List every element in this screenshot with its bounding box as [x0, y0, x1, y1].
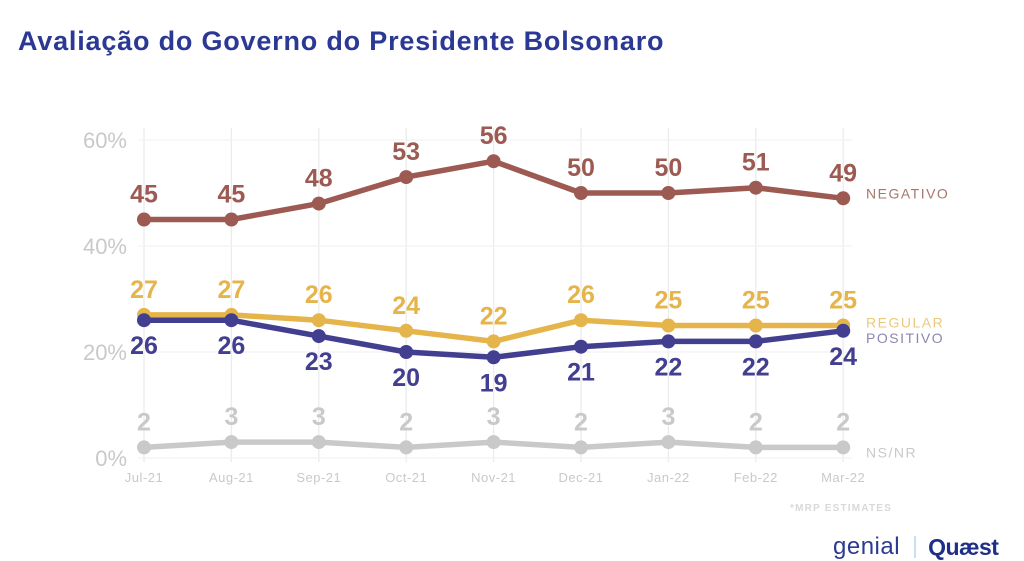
value-label-negativo: 45 — [130, 181, 158, 209]
y-axis-tick-label: 40% — [83, 234, 127, 259]
value-label-regular: 26 — [567, 281, 595, 309]
value-label-ns-nr: 3 — [312, 403, 326, 431]
value-label-positivo: 26 — [130, 332, 158, 360]
quaest-logo: Quæst — [928, 534, 999, 560]
y-axis-tick-label: 0% — [95, 446, 127, 471]
data-point-regular — [311, 313, 326, 328]
value-label-regular: 27 — [130, 276, 158, 304]
x-axis-tick-label: Sep-21 — [296, 470, 341, 485]
data-point-positivo — [486, 350, 501, 365]
x-axis-tick-label: Aug-21 — [209, 470, 254, 485]
series-label-negativo: NEGATIVO — [866, 185, 949, 201]
x-axis-tick-label: Dec-21 — [559, 470, 604, 485]
value-label-positivo: 19 — [480, 369, 508, 397]
data-point-regular — [574, 313, 588, 328]
value-label-ns-nr: 3 — [224, 403, 238, 431]
value-label-positivo: 21 — [567, 359, 595, 387]
value-label-ns-nr: 3 — [487, 403, 501, 431]
value-label-ns-nr: 2 — [399, 408, 413, 436]
data-point-positivo — [748, 334, 763, 349]
data-point-regular — [748, 318, 763, 333]
data-point-ns-nr — [748, 440, 763, 455]
data-point-ns-nr — [224, 435, 239, 450]
data-point-regular — [661, 318, 676, 333]
data-point-regular — [399, 323, 414, 338]
value-label-negativo: 45 — [217, 181, 245, 209]
value-label-positivo: 26 — [217, 332, 245, 360]
value-label-negativo: 48 — [305, 165, 333, 193]
page-title: Avaliação do Governo do Presidente Bolso… — [18, 26, 665, 56]
x-axis-tick-label: Oct-21 — [385, 470, 427, 485]
value-label-regular: 25 — [829, 287, 857, 315]
data-point-ns-nr — [137, 440, 151, 455]
value-label-negativo: 53 — [392, 138, 420, 166]
data-point-negativo — [836, 191, 851, 206]
data-point-positivo — [224, 313, 239, 328]
value-label-positivo: 20 — [392, 364, 420, 392]
value-label-regular: 26 — [305, 281, 333, 309]
data-point-negativo — [486, 154, 501, 169]
value-label-positivo: 22 — [654, 353, 682, 381]
data-point-positivo — [836, 323, 851, 338]
data-point-ns-nr — [661, 435, 676, 450]
x-axis-tick-label: Jan-22 — [647, 470, 690, 485]
genial-logo: genial — [833, 533, 901, 560]
data-point-ns-nr — [574, 440, 588, 455]
value-label-negativo: 50 — [654, 154, 682, 182]
series-label-regular: REGULAR — [866, 315, 944, 331]
series-label-positivo: POSITIVO — [866, 330, 944, 346]
value-label-negativo: 56 — [480, 122, 508, 150]
data-point-negativo — [574, 186, 588, 200]
value-label-positivo: 23 — [305, 348, 333, 376]
x-axis-tick-label: Nov-21 — [471, 470, 516, 485]
data-point-ns-nr — [399, 440, 414, 455]
value-label-ns-nr: 2 — [574, 408, 588, 436]
data-point-ns-nr — [311, 435, 326, 450]
x-axis-tick-label: Mar-22 — [821, 470, 865, 485]
x-axis-tick-label: Jul-21 — [125, 470, 163, 485]
data-point-negativo — [224, 212, 239, 227]
data-point-negativo — [137, 212, 151, 227]
footnote: *MRP ESTIMATES — [790, 503, 892, 514]
data-point-negativo — [311, 196, 326, 211]
value-label-ns-nr: 2 — [749, 408, 763, 436]
value-label-ns-nr: 2 — [137, 408, 151, 436]
footer-logos: genial Quæst — [833, 533, 999, 561]
y-axis-tick-label: 60% — [83, 128, 127, 153]
data-point-negativo — [661, 186, 676, 200]
value-label-regular: 27 — [217, 276, 245, 304]
value-label-negativo: 49 — [829, 159, 857, 187]
data-point-ns-nr — [836, 440, 851, 455]
series-label-ns-nr: NS/NR — [866, 444, 917, 460]
value-label-positivo: 22 — [742, 353, 770, 381]
value-label-ns-nr: 2 — [836, 408, 850, 436]
data-point-negativo — [748, 180, 763, 195]
value-label-regular: 25 — [654, 287, 682, 315]
data-point-positivo — [137, 313, 151, 328]
logo-divider — [914, 536, 917, 558]
data-point-ns-nr — [486, 435, 501, 450]
data-point-positivo — [574, 339, 588, 354]
y-axis-tick-label: 20% — [83, 340, 127, 365]
value-label-regular: 22 — [480, 302, 508, 330]
value-label-regular: 24 — [392, 292, 420, 320]
value-label-regular: 25 — [742, 287, 770, 315]
data-point-positivo — [661, 334, 676, 349]
value-label-positivo: 24 — [829, 343, 857, 371]
x-axis-tick-label: Feb-22 — [734, 470, 778, 485]
data-point-positivo — [399, 345, 414, 359]
data-point-negativo — [399, 170, 414, 185]
data-point-regular — [486, 334, 501, 349]
value-label-negativo: 51 — [742, 149, 770, 177]
value-label-ns-nr: 3 — [661, 403, 675, 431]
value-label-negativo: 50 — [567, 154, 595, 182]
data-point-positivo — [311, 329, 326, 344]
